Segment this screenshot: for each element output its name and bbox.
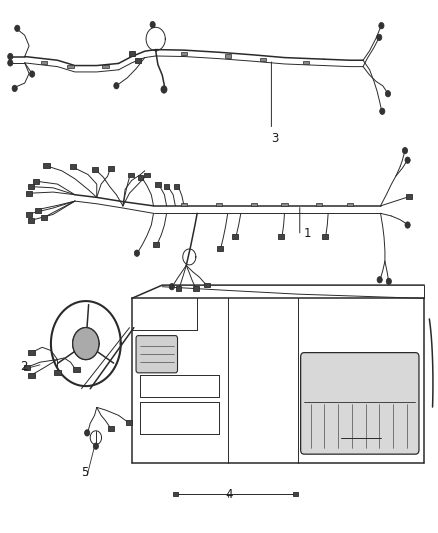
Bar [102,65,109,68]
Bar [43,163,49,168]
Bar [108,426,114,431]
Bar [73,367,80,372]
Bar [181,52,187,55]
Bar [153,243,159,247]
Text: 4: 4 [226,488,233,500]
Bar [260,58,266,61]
Circle shape [385,91,391,97]
Circle shape [8,53,13,60]
Bar [24,365,30,370]
Bar [144,173,150,177]
Circle shape [405,222,410,228]
Bar [293,491,298,496]
Bar [174,184,180,189]
Circle shape [386,278,392,285]
Bar [321,234,328,239]
Bar [41,215,47,220]
Bar [41,61,47,64]
Bar [28,373,35,378]
Bar [35,208,41,213]
Circle shape [8,60,13,66]
Circle shape [134,250,140,256]
Circle shape [29,71,35,77]
Bar [194,286,199,291]
Bar [26,191,32,196]
Circle shape [379,22,384,29]
Bar [28,350,35,356]
Circle shape [405,157,410,164]
Circle shape [150,21,155,28]
Bar [225,54,231,58]
Bar [126,420,132,425]
Bar [278,234,284,239]
Bar [70,164,76,169]
Bar [173,491,178,496]
Circle shape [377,277,382,283]
Bar [138,175,143,180]
Bar [303,61,309,64]
Bar [135,58,141,62]
Circle shape [380,108,385,115]
Bar [26,212,32,217]
Bar [282,203,288,206]
Text: 3: 3 [272,132,279,144]
FancyBboxPatch shape [300,353,419,454]
Bar [54,370,61,375]
Circle shape [14,25,20,31]
Circle shape [377,34,382,41]
Circle shape [169,284,174,290]
Bar [251,203,257,206]
Circle shape [403,148,408,154]
Bar [164,184,170,189]
Bar [216,203,222,206]
Circle shape [85,430,90,436]
Bar [28,184,34,189]
Bar [406,193,412,199]
Text: 2: 2 [20,360,28,373]
Text: 1: 1 [304,227,312,240]
Circle shape [12,85,17,92]
Bar [32,179,39,184]
Circle shape [73,328,99,360]
Bar [204,282,210,287]
Bar [108,166,114,171]
FancyBboxPatch shape [136,336,177,373]
Circle shape [93,443,99,449]
Bar [155,182,161,187]
Bar [217,246,223,251]
Bar [28,219,34,223]
Circle shape [161,86,167,93]
Bar [181,203,187,206]
Bar [129,52,135,56]
Bar [232,235,238,239]
Bar [128,173,134,177]
Bar [67,65,74,68]
Bar [92,167,98,172]
Bar [316,203,322,206]
Bar [347,203,353,206]
Text: 5: 5 [81,466,89,480]
Circle shape [114,83,119,89]
Bar [176,286,181,291]
